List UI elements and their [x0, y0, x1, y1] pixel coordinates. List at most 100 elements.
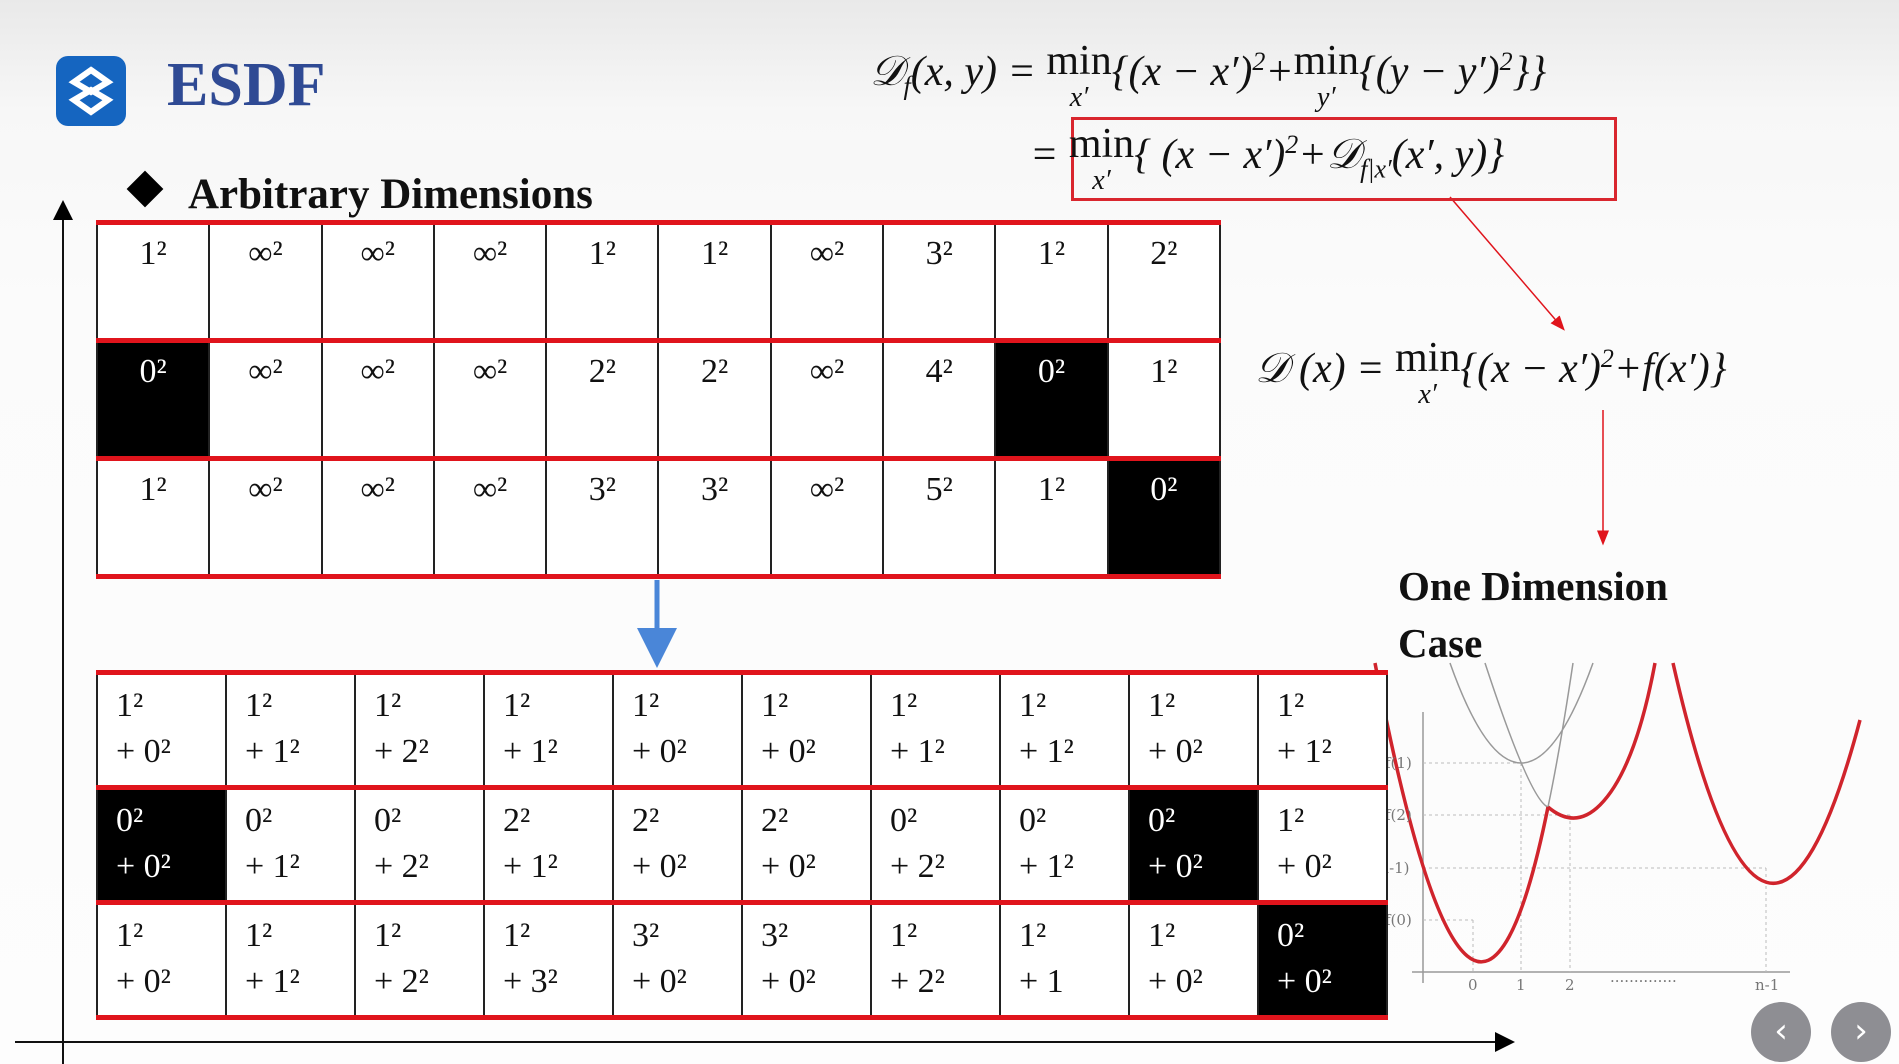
cell-value: 2²	[761, 802, 789, 839]
grid-cell-obstacle: 0² + 0²	[1128, 787, 1259, 903]
cell-value: 1²	[245, 687, 273, 724]
cell-value: 2²	[1150, 235, 1178, 272]
grid-cell: ∞²	[320, 340, 435, 459]
grid-cell: 3²	[657, 458, 772, 577]
grid-cell: 1²	[994, 222, 1109, 341]
grid-cell: ∞²	[432, 340, 548, 459]
cell-value: + 2²	[890, 963, 945, 1000]
cell-value: 1²	[116, 917, 144, 954]
cell-value: + 0²	[116, 963, 171, 1000]
grid-cell: 1² + 0²	[741, 672, 872, 788]
grid-cell: 1² + 1²	[225, 902, 356, 1018]
next-slide-button[interactable]: ›	[1831, 1002, 1891, 1062]
grid-row: 1² + 0² 1² + 1² 1² + 2² 1² + 1² 1² + 0² 1² + 0² 1² + …	[96, 672, 1388, 788]
cell-value: ∞²	[809, 353, 845, 390]
cell-value: 0²	[374, 802, 402, 839]
grid-cell: 5²	[882, 458, 997, 577]
distance-grid-arbitrary: 1² ∞² ∞² ∞² 1² 1² ∞² 3² 1² 2² 0² ∞² ∞² ∞² 2² 2² ∞² 4² 0² 1²…	[95, 220, 1222, 579]
cell-value: ∞²	[809, 471, 845, 508]
grid-cell: ∞²	[208, 458, 323, 577]
grid-cell: 1² + 1	[999, 902, 1130, 1018]
section-heading: Arbitrary Dimensions	[126, 170, 593, 219]
cell-value: + 0²	[761, 733, 816, 770]
grid-cell: 3²	[882, 222, 997, 341]
cell-value: 0²	[116, 802, 144, 839]
x-ellipsis: ··············	[1610, 972, 1677, 990]
cell-value: 1²	[503, 687, 531, 724]
grid-row: 1² + 0² 1² + 1² 1² + 2² 1² + 3² 3² + 0² 3² + 0² 1² + …	[96, 902, 1388, 1018]
cell-value: 1²	[116, 687, 144, 724]
red-diagonal-arrow	[1449, 196, 1565, 331]
cell-value: ∞²	[472, 471, 508, 508]
cell-value: 1²	[1277, 802, 1305, 839]
grid-cell: 1²	[1106, 340, 1222, 459]
grid-cell-obstacle: 0² + 0²	[1257, 902, 1388, 1018]
grid-cell-obstacle: 0²	[95, 340, 211, 459]
cell-value: + 0²	[632, 733, 687, 770]
grid-cell: 1² + 0²	[96, 902, 227, 1018]
grid-cell: 1² + 0²	[1257, 787, 1388, 903]
cell-value: + 2²	[374, 848, 429, 885]
cell-value: + 1²	[503, 733, 558, 770]
cell-value: 1²	[245, 917, 273, 954]
cell-value: 1²	[1019, 917, 1047, 954]
cell-value: + 0²	[1148, 733, 1203, 770]
cell-value: 0²	[1148, 802, 1176, 839]
cell-value: + 3²	[503, 963, 558, 1000]
grid-cell: 1² + 0²	[96, 672, 227, 788]
cell-value: ∞²	[360, 353, 395, 390]
cell-value: + 0²	[761, 848, 816, 885]
formula-1d: 𝒟 (x) = min x′ {(x − x′)2+f(x′)}	[1255, 335, 1727, 410]
cell-value: 2²	[588, 353, 616, 390]
prev-slide-button[interactable]: ‹	[1751, 1002, 1811, 1062]
grid-cell: 3²	[545, 458, 660, 577]
cell-value: + 1²	[245, 733, 300, 770]
y-label-f1: f(1)	[1385, 754, 1412, 772]
cell-value: 3²	[632, 917, 660, 954]
grid-cell: 1² + 2²	[870, 902, 1001, 1018]
cell-value: 1²	[1037, 471, 1066, 508]
grid-cell: 2²	[545, 340, 660, 459]
cell-value: + 1²	[890, 733, 945, 770]
cell-value: 0²	[1277, 917, 1305, 954]
grid-cell: ∞²	[769, 458, 885, 577]
cell-value: ∞²	[809, 235, 845, 272]
x-label-0: 0	[1468, 976, 1478, 994]
cell-value: ∞²	[248, 235, 283, 272]
grey-parabola-3	[1547, 662, 1574, 808]
cell-value: ∞²	[360, 235, 395, 272]
grid-cell: 1² + 2²	[354, 672, 485, 788]
grid-cell: 0² + 2²	[354, 787, 485, 903]
cell-value: 1²	[1148, 687, 1176, 724]
cell-value: ∞²	[248, 471, 283, 508]
cell-value: + 1²	[245, 848, 300, 885]
cell-value: 1²	[1019, 687, 1047, 724]
grey-parabola-1	[1449, 662, 1594, 764]
cell-value: + 2²	[374, 733, 429, 770]
logo-icon	[56, 56, 126, 126]
grid-cell-obstacle: 0²	[994, 340, 1109, 459]
y-label-f2: f(2)	[1385, 806, 1412, 824]
grid-cell: 1²	[95, 458, 211, 577]
cell-value: 1²	[139, 471, 167, 508]
grid-cell: 1²	[545, 222, 660, 341]
grid-cell: 2²	[1106, 222, 1222, 341]
cell-value: 0²	[1019, 802, 1047, 839]
cell-value: + 0²	[761, 963, 816, 1000]
one-dimension-graph: f(1) f(2) f(n-1) f(0) 0 1 2 ············…	[1368, 662, 1862, 994]
grid-cell: 2² + 1²	[483, 787, 614, 903]
highlight-box	[1071, 117, 1617, 201]
grid-cell: 2² + 0²	[741, 787, 872, 903]
grid-cell: 1² + 1²	[999, 672, 1130, 788]
cell-value: 1²	[588, 235, 616, 272]
cell-value: + 0²	[632, 963, 687, 1000]
cell-value: 1²	[632, 687, 660, 724]
cell-value: 1²	[1148, 917, 1176, 954]
cell-value: 0²	[1150, 471, 1178, 508]
cell-value: + 1²	[245, 963, 300, 1000]
cell-value: + 2²	[374, 963, 429, 1000]
cell-value: ∞²	[360, 471, 395, 508]
cell-value: 1²	[374, 687, 402, 724]
cell-value: 1²	[701, 235, 729, 272]
cell-value: + 2²	[890, 848, 945, 885]
